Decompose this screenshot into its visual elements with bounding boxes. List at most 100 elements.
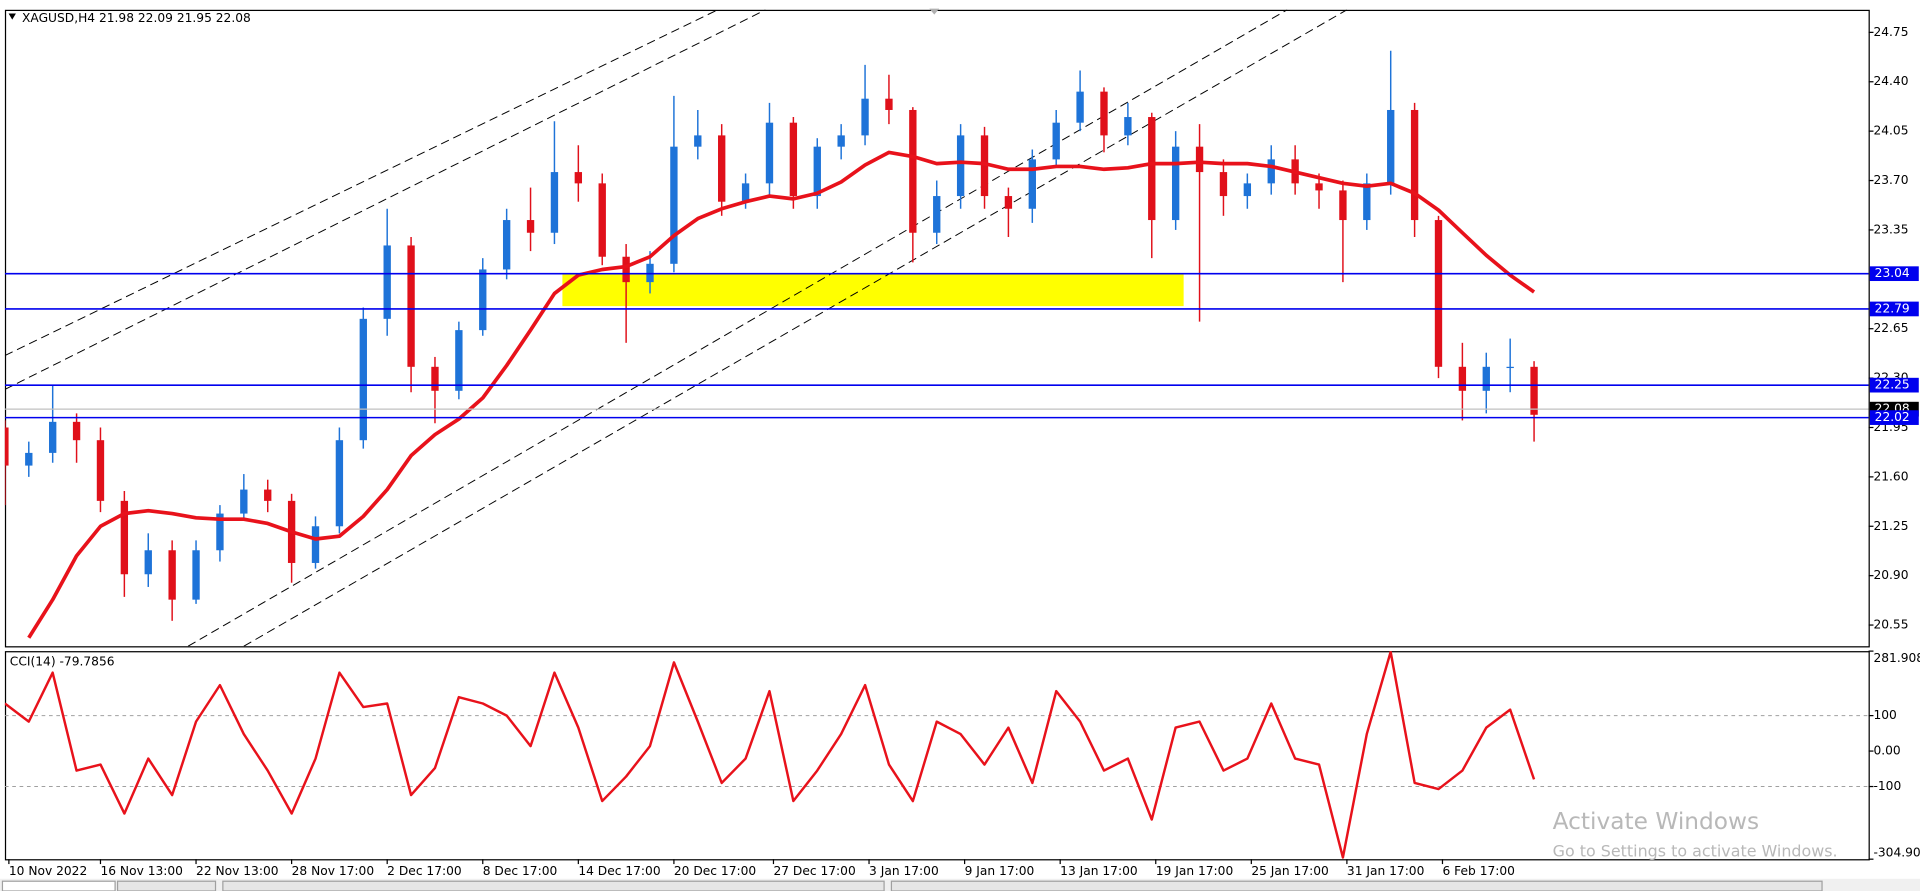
x-tick-label: 19 Jan 17:00 — [1156, 864, 1233, 878]
candle-body — [909, 109, 917, 233]
chart-title: XAGUSD,H4 21.98 22.09 21.95 22.08 — [22, 11, 251, 25]
candle-body — [1434, 220, 1443, 367]
level-box — [1869, 301, 1919, 317]
x-tick-label: 20 Dec 17:00 — [674, 864, 756, 878]
candle-body — [718, 135, 726, 202]
candle-body — [359, 318, 367, 441]
level-box — [1869, 410, 1919, 425]
candle-body — [168, 550, 176, 600]
candle-body — [144, 550, 152, 575]
watermark-subtitle: Go to Settings to activate Windows. — [1553, 841, 1838, 860]
candle-body — [455, 330, 463, 391]
candle-body — [1315, 183, 1323, 191]
candle-body — [670, 146, 678, 264]
candle-body — [1363, 183, 1371, 221]
trendline — [243, 9, 1348, 647]
candle-body — [25, 452, 33, 466]
y-tick-label: 21.60 — [1873, 469, 1908, 483]
candle-body — [4, 427, 9, 466]
menu-triangle[interactable] — [8, 13, 16, 20]
level-label: 23.04 — [1875, 266, 1910, 280]
candle-body — [1482, 366, 1490, 391]
y-tick-label: 0.00 — [1873, 744, 1900, 758]
candle-body — [1530, 366, 1538, 415]
y-tick-label: 23.35 — [1873, 222, 1908, 236]
x-tick-label: 8 Dec 17:00 — [483, 864, 558, 878]
x-tick-label: 28 Nov 17:00 — [292, 864, 375, 878]
candle-body — [264, 489, 272, 501]
tab[interactable] — [116, 880, 217, 891]
x-tick-label: 16 Nov 13:00 — [100, 864, 183, 878]
level-box — [1869, 377, 1919, 393]
candle-body — [502, 220, 511, 270]
candle-body — [550, 172, 559, 233]
candle-body — [1052, 122, 1060, 160]
candle-body — [1195, 146, 1204, 173]
candle-body — [765, 122, 774, 184]
candle-body — [1100, 91, 1108, 136]
y-tick-label: 281.908 — [1873, 651, 1920, 665]
candle-body — [431, 366, 439, 391]
shift-marker — [929, 8, 940, 15]
candle-body — [885, 98, 893, 110]
cci-panel — [4, 651, 1870, 861]
candle-body — [574, 172, 583, 184]
tab[interactable] — [222, 880, 885, 891]
candle-body — [1219, 172, 1228, 197]
cci-line — [4, 651, 1536, 859]
y-tick-label: 22.65 — [1873, 321, 1908, 335]
candle-body — [861, 98, 869, 136]
y-tick-label: 20.55 — [1873, 618, 1908, 632]
candle-body — [1171, 146, 1180, 221]
y-tick-label: 20.90 — [1873, 568, 1908, 582]
x-tick-label: 25 Jan 17:00 — [1251, 864, 1328, 878]
candle-body — [1339, 190, 1347, 221]
candle-body — [335, 440, 344, 527]
y-tick-label: 21.25 — [1873, 519, 1908, 533]
candle-body — [383, 245, 391, 319]
candle-body — [598, 183, 606, 257]
candle-body — [96, 440, 105, 501]
x-tick-label: 6 Feb 17:00 — [1442, 864, 1515, 878]
candle-body — [1028, 159, 1036, 209]
tab[interactable] — [890, 880, 1823, 891]
candle-body — [956, 135, 965, 197]
y-tick-label: 24.75 — [1873, 25, 1908, 39]
zone — [562, 273, 1184, 307]
candle-body — [49, 421, 57, 453]
x-tick-label: 31 Jan 17:00 — [1347, 864, 1424, 878]
candle-body — [192, 550, 200, 600]
candle-body — [407, 245, 415, 367]
y-tick-label: -100 — [1873, 779, 1901, 793]
trendline — [4, 9, 718, 356]
candle-body — [741, 183, 750, 202]
x-tick-label: 3 Jan 17:00 — [869, 864, 939, 878]
candle-body — [622, 256, 630, 283]
candle-body — [1267, 159, 1275, 184]
candle-body — [694, 135, 702, 147]
price-plot — [4, 9, 1869, 647]
watermark-title: Activate Windows — [1553, 808, 1760, 835]
candle-body — [1243, 183, 1252, 197]
x-tick-label: 13 Jan 17:00 — [1060, 864, 1137, 878]
trendline — [4, 9, 766, 390]
axes: 24.7524.4024.0523.7023.3522.6522.3021.95… — [8, 25, 1920, 878]
x-tick-label: 27 Dec 17:00 — [773, 864, 855, 878]
level-label: 22.79 — [1875, 301, 1910, 315]
candle-body — [1458, 366, 1467, 391]
candle-body — [479, 269, 487, 331]
y-tick-label: 23.70 — [1873, 173, 1908, 187]
candle-body — [1506, 366, 1514, 369]
candle-body — [72, 421, 81, 441]
x-tick-label: 2 Dec 17:00 — [387, 864, 462, 878]
y-tick-label: -304.905 — [1873, 846, 1920, 860]
candle-body — [1148, 117, 1156, 221]
candle-body — [980, 135, 989, 197]
candle-body — [837, 135, 845, 147]
tab[interactable] — [1, 880, 116, 891]
indicator-title: CCI(14) -79.7856 — [10, 655, 115, 669]
y-tick-label: 24.05 — [1873, 124, 1908, 138]
candle-body — [933, 196, 941, 233]
